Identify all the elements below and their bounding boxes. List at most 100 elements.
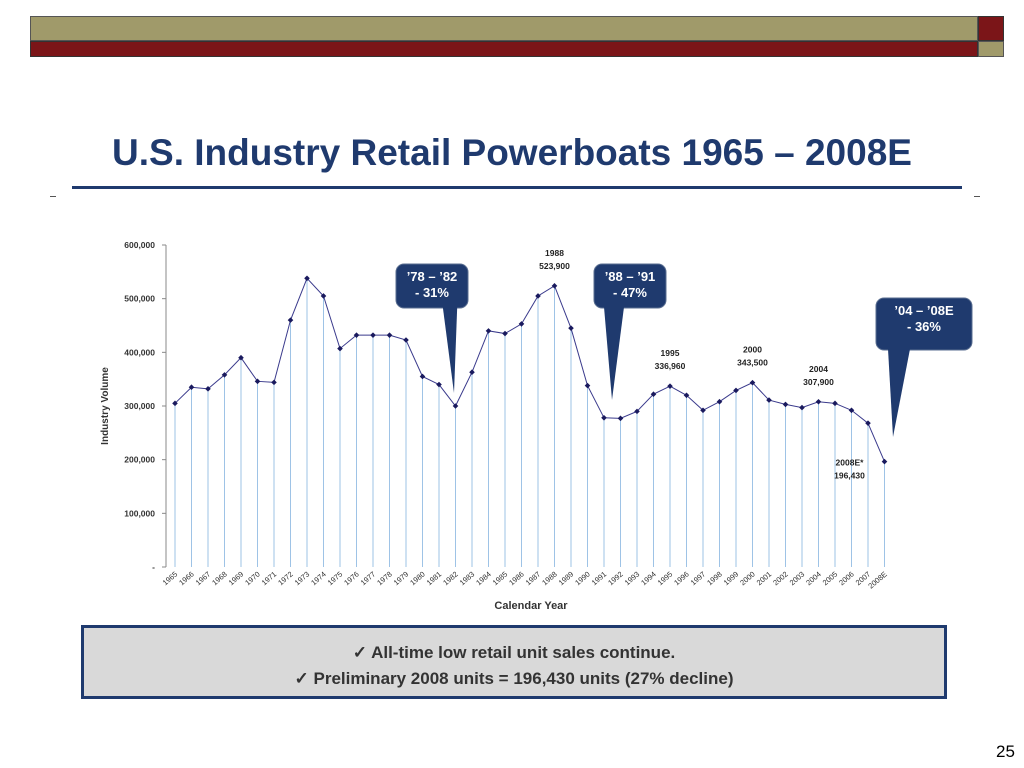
point-label: 2008E* bbox=[836, 458, 865, 468]
data-point bbox=[667, 383, 673, 389]
callout-box bbox=[875, 297, 973, 351]
data-point bbox=[601, 415, 607, 421]
x-tick-label: 1968 bbox=[210, 570, 229, 588]
summary-line-2: ✓ Preliminary 2008 units = 196,430 units… bbox=[84, 668, 944, 690]
point-label: 2000 bbox=[743, 345, 762, 355]
x-tick-label: 2001 bbox=[755, 570, 774, 588]
summary-line-1: ✓ All-time low retail unit sales continu… bbox=[84, 642, 944, 664]
data-point bbox=[716, 398, 723, 405]
point-label: 343,500 bbox=[737, 358, 768, 368]
data-point bbox=[799, 404, 805, 411]
x-tick-label: 2005 bbox=[821, 570, 840, 588]
check-icon: ✓ bbox=[352, 643, 367, 662]
x-tick-label: 1978 bbox=[375, 570, 394, 588]
x-tick-label: 1984 bbox=[474, 570, 493, 588]
point-label: 1988 bbox=[545, 248, 564, 258]
point-label: 307,900 bbox=[803, 377, 834, 387]
x-tick-label: 2006 bbox=[837, 570, 856, 588]
x-tick-label: 1977 bbox=[359, 570, 378, 588]
x-tick-label: 1999 bbox=[722, 570, 741, 588]
data-point bbox=[469, 369, 475, 375]
x-tick-label: 1983 bbox=[458, 570, 477, 588]
callout-label: - 31% bbox=[415, 285, 449, 300]
callout-box bbox=[593, 263, 667, 309]
data-point bbox=[254, 378, 261, 385]
data-point bbox=[634, 408, 640, 415]
y-tick-label: 400,000 bbox=[124, 347, 155, 357]
y-tick-label: 300,000 bbox=[124, 401, 155, 411]
callout-label: ’04 – ’08E bbox=[894, 303, 954, 318]
summary-text-2: Preliminary 2008 units = 196,430 units (… bbox=[313, 669, 734, 688]
data-point bbox=[568, 325, 574, 331]
data-point bbox=[650, 391, 657, 397]
x-tick-label: 2002 bbox=[771, 570, 790, 588]
callout-pointer bbox=[604, 307, 624, 400]
data-point bbox=[353, 332, 360, 338]
data-point bbox=[865, 420, 871, 426]
x-tick-label: 1971 bbox=[260, 570, 279, 588]
x-tick-label: 1985 bbox=[491, 570, 510, 588]
data-point bbox=[188, 384, 195, 391]
x-tick-label: 2008E bbox=[866, 570, 888, 591]
y-tick-label: - bbox=[152, 562, 155, 572]
point-label: 2004 bbox=[809, 364, 828, 374]
x-tick-label: 1982 bbox=[441, 570, 460, 588]
data-point bbox=[617, 415, 624, 422]
data-point bbox=[535, 293, 541, 299]
x-tick-label: 1986 bbox=[507, 570, 526, 588]
x-tick-label: 1988 bbox=[540, 570, 559, 588]
data-point bbox=[766, 397, 772, 403]
header-square-olive bbox=[978, 41, 1004, 57]
x-tick-label: 1973 bbox=[293, 570, 312, 588]
data-point bbox=[518, 321, 525, 327]
data-point bbox=[221, 372, 228, 378]
callout-label: ’78 – ’82 bbox=[407, 269, 458, 284]
x-tick-label: 1998 bbox=[705, 570, 724, 588]
data-point bbox=[551, 283, 558, 289]
x-tick-label: 1996 bbox=[672, 570, 691, 588]
x-tick-label: 1969 bbox=[227, 570, 246, 588]
x-tick-label: 1975 bbox=[326, 570, 345, 588]
x-tick-label: 1994 bbox=[639, 570, 658, 588]
point-label: 336,960 bbox=[655, 361, 686, 371]
summary-text-1: All-time low retail unit sales continue. bbox=[371, 643, 676, 662]
x-tick-label: 1974 bbox=[309, 570, 328, 588]
data-point bbox=[320, 293, 327, 299]
data-point bbox=[205, 386, 211, 392]
x-tick-label: 1976 bbox=[342, 570, 361, 588]
data-point bbox=[485, 328, 492, 334]
data-point bbox=[832, 400, 838, 407]
data-point bbox=[419, 373, 426, 380]
check-icon: ✓ bbox=[294, 669, 309, 688]
data-point bbox=[370, 332, 376, 338]
y-axis-title: Industry Volume bbox=[100, 367, 111, 445]
x-tick-label: 1965 bbox=[161, 570, 180, 588]
x-tick-label: 1987 bbox=[524, 570, 543, 588]
data-point bbox=[238, 354, 244, 361]
point-label: 196,430 bbox=[834, 471, 865, 481]
data-point bbox=[337, 345, 343, 352]
data-point bbox=[287, 317, 294, 323]
callout-pointer bbox=[888, 349, 910, 437]
x-tick-label: 1979 bbox=[392, 570, 411, 588]
x-tick-label: 1989 bbox=[557, 570, 576, 588]
x-tick-label: 1972 bbox=[276, 570, 295, 588]
point-label: 1995 bbox=[661, 348, 680, 358]
x-tick-label: 1970 bbox=[243, 570, 262, 588]
data-point bbox=[436, 381, 442, 388]
left-tick-mark bbox=[50, 196, 56, 197]
right-tick-mark bbox=[974, 196, 980, 197]
data-point bbox=[881, 458, 888, 465]
x-tick-label: 1992 bbox=[606, 570, 625, 588]
data-point bbox=[403, 337, 409, 343]
slide-title: U.S. Industry Retail Powerboats 1965 – 2… bbox=[112, 132, 912, 173]
callout-box bbox=[395, 263, 469, 309]
y-tick-label: 100,000 bbox=[124, 508, 155, 518]
x-tick-label: 1993 bbox=[623, 570, 642, 588]
header-band-olive bbox=[30, 16, 978, 41]
x-tick-label: 1981 bbox=[425, 570, 444, 588]
x-axis-title: Calendar Year bbox=[494, 600, 568, 612]
callout-label: - 47% bbox=[613, 285, 647, 300]
point-label: 523,900 bbox=[539, 261, 570, 271]
callout-pointer bbox=[442, 307, 458, 393]
